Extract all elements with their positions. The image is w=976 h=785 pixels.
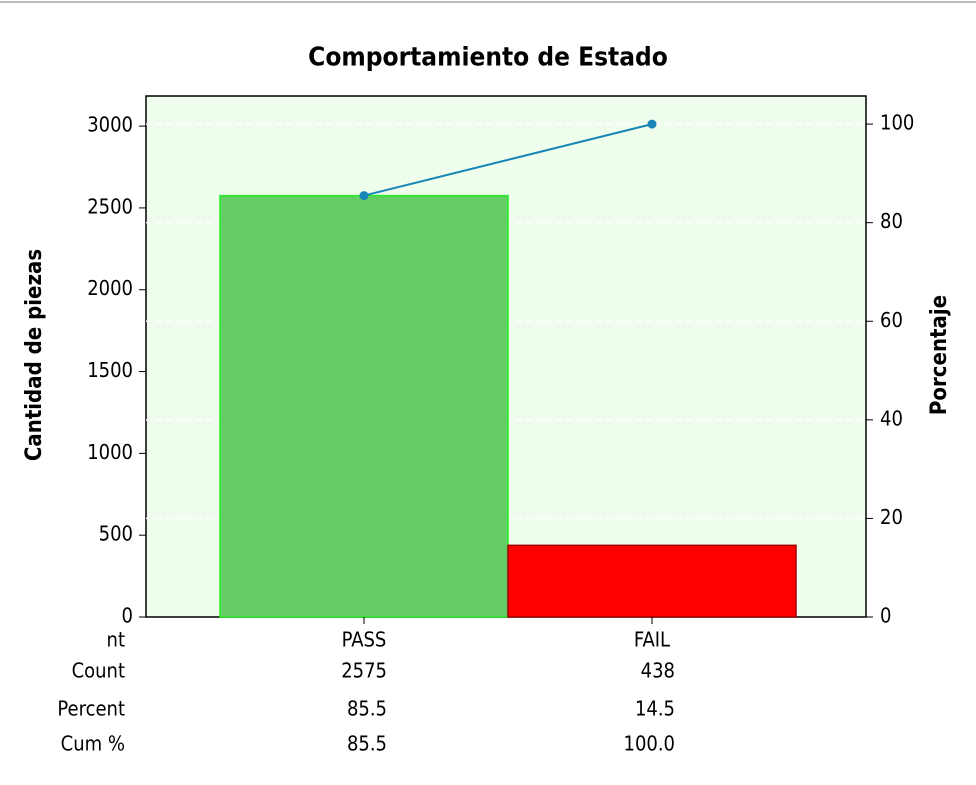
y-axis-label: Cantidad de piezas — [22, 249, 47, 461]
table-cell: 2575 — [341, 659, 387, 683]
table-cell: 85.5 — [347, 697, 387, 721]
y2-axis-label: Porcentaje — [927, 295, 952, 415]
cumulative-line — [363, 123, 653, 197]
table-cell: 85.5 — [347, 732, 387, 756]
y2-tick-label: 60 — [880, 308, 903, 332]
x-tick-label: FAIL — [634, 628, 670, 652]
y-tick-label: 500 — [99, 522, 133, 546]
y-tick-label: 2000 — [87, 276, 133, 300]
table-cell: 14.5 — [635, 697, 675, 721]
y2-tick-label: 0 — [880, 604, 891, 628]
table-row-label: Percent — [57, 697, 125, 721]
bar — [219, 194, 509, 618]
table-cell: 100.0 — [624, 732, 676, 756]
bar — [507, 544, 797, 618]
cumulative-point — [647, 119, 657, 129]
y-tick-label: 1000 — [87, 440, 133, 464]
y2-tick-label: 80 — [880, 209, 903, 233]
x-tick-label: PASS — [342, 628, 387, 652]
table-cell: 438 — [641, 659, 675, 683]
table-row-label: Cum % — [61, 732, 125, 756]
y2-tick-label: 100 — [880, 111, 914, 135]
y-tick-label: 2500 — [87, 194, 133, 218]
y-tick-label: 0 — [122, 604, 133, 628]
chart-title: Comportamiento de Estado — [308, 43, 668, 73]
y2-tick-label: 40 — [880, 406, 903, 430]
y-tick-label: 1500 — [87, 358, 133, 382]
table-row-label: Count — [72, 659, 125, 683]
x-axis-label: nt — [107, 628, 125, 652]
y-tick-label: 3000 — [87, 113, 133, 137]
cumulative-point — [359, 191, 369, 201]
y2-tick-label: 20 — [880, 505, 903, 529]
